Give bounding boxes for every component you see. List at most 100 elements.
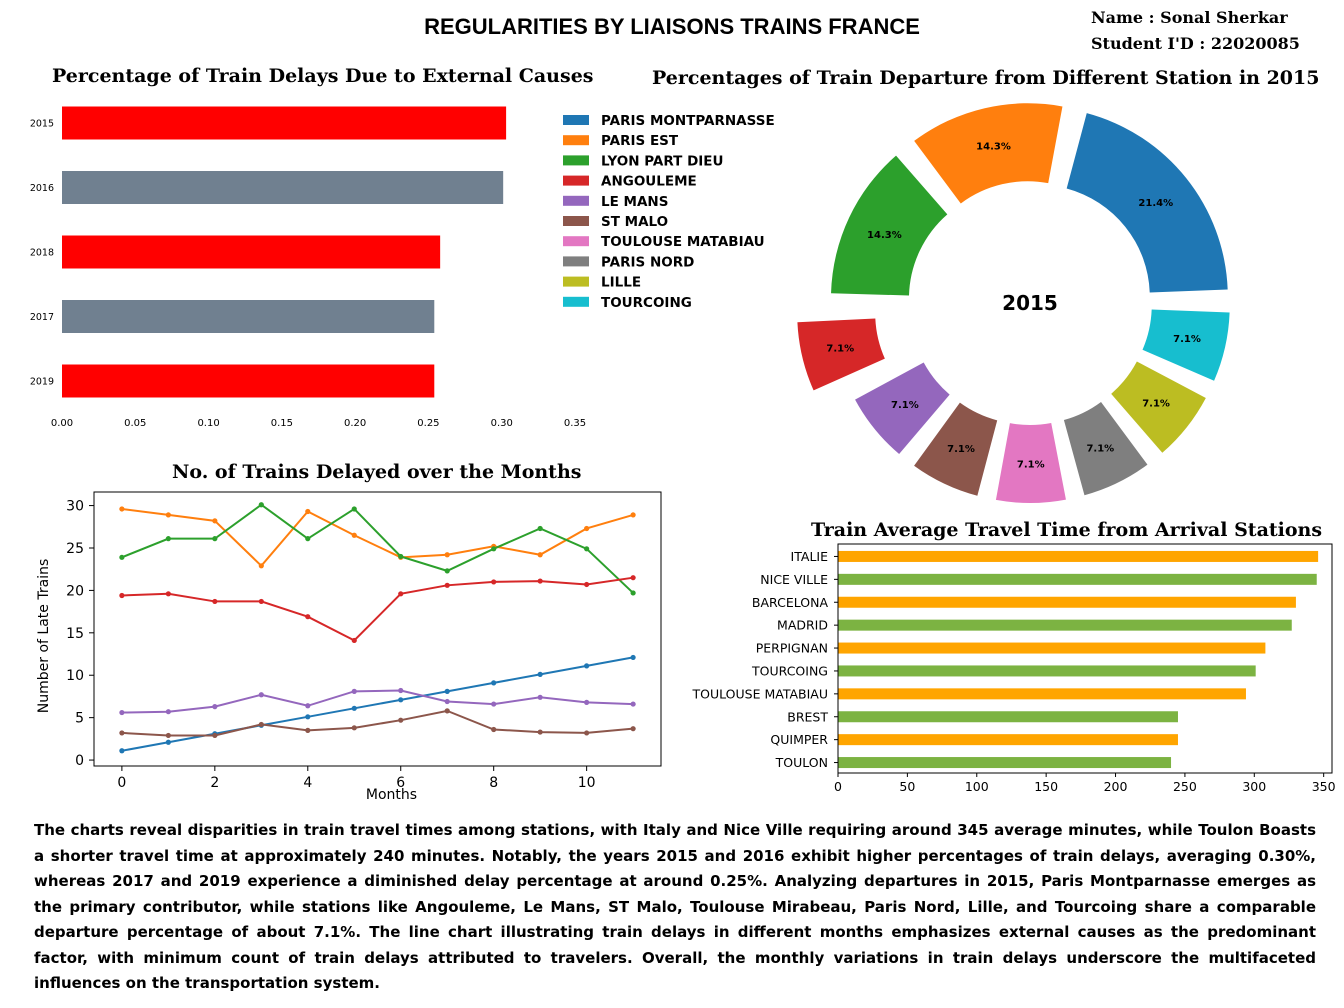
line-point-5-11 bbox=[630, 726, 636, 732]
donut-slice-paris-montparnasse bbox=[1066, 113, 1228, 293]
donut-value-label-le-mans: 7.1% bbox=[891, 400, 919, 411]
travel-x-tick-300: 300 bbox=[1242, 779, 1266, 794]
travel-category-label-perpignan: PERPIGNAN bbox=[756, 641, 828, 656]
travel-bar-madrid bbox=[838, 619, 1292, 631]
departures-donut-chart: 21.4% 14.3% 14.3% 7.1% 7.1% 7.1% 7.1% 7.1% 7.1% 7… bbox=[797, 103, 1230, 503]
line-series-2 bbox=[121, 503, 634, 594]
line-point-2-8 bbox=[491, 546, 497, 552]
line-plot-frame bbox=[93, 491, 662, 767]
monthly-line-chart: 0 2 4 6 8 10 0 5 10 15 20 25 30 Months Number of Late … bbox=[36, 491, 662, 803]
travel-x-tick-50: 50 bbox=[899, 779, 915, 794]
line-point-5-4 bbox=[305, 727, 311, 733]
legend-label-angouleme: ANGOULEME bbox=[601, 174, 697, 190]
departures-legend: PARIS MONTPARNASSE PARIS EST LYON PART DIE… bbox=[563, 113, 775, 311]
line-point-5-9 bbox=[537, 729, 543, 735]
student-id: Student I'D : 22020085 bbox=[1091, 34, 1300, 53]
donut-slice-lille bbox=[1111, 361, 1206, 453]
donut-slice-tourcoing bbox=[1142, 309, 1230, 381]
line-x-axis-label: Months bbox=[366, 787, 417, 803]
legend-label-toulouse-matabiau: TOULOUSE MATABIAU bbox=[601, 234, 765, 250]
line-point-3-7 bbox=[444, 582, 450, 588]
line-point-2-1 bbox=[165, 536, 171, 542]
line-point-5-1 bbox=[165, 732, 171, 739]
donut-value-label-paris-nord: 7.1% bbox=[1086, 443, 1114, 454]
legend-swatch-st-malo bbox=[563, 216, 589, 226]
donut-slice-paris-est bbox=[914, 103, 1063, 204]
line-point-5-5 bbox=[351, 725, 357, 731]
delay-x-tick-3: 0.15 bbox=[271, 418, 293, 429]
donut-slice-lyon-part-dieu bbox=[831, 155, 948, 296]
line-point-2-11 bbox=[630, 590, 636, 596]
line-x-tick-2: 2 bbox=[210, 775, 219, 791]
line-point-4-6 bbox=[398, 687, 404, 694]
travel-category-label-madrid: MADRID bbox=[777, 618, 828, 633]
legend-label-lyon-part-dieu: LYON PART DIEU bbox=[601, 153, 723, 169]
legend-swatch-paris-nord bbox=[563, 256, 589, 267]
line-point-3-2 bbox=[212, 598, 218, 605]
line-point-4-4 bbox=[305, 703, 311, 709]
line-point-0-0 bbox=[119, 748, 125, 754]
donut-value-label-st-malo: 7.1% bbox=[947, 444, 975, 455]
line-point-2-4 bbox=[305, 536, 311, 542]
line-point-0-9 bbox=[537, 671, 543, 677]
line-y-axis-label: Number of Late Trains bbox=[36, 559, 52, 713]
line-point-0-4 bbox=[305, 714, 311, 720]
legend-swatch-le-mans bbox=[563, 195, 589, 206]
donut-slice-angouleme bbox=[797, 318, 885, 391]
author-name: Name : Sonal Sherkar bbox=[1091, 8, 1288, 27]
line-series-3 bbox=[121, 576, 634, 642]
travel-category-label-quimper: QUIMPER bbox=[770, 732, 828, 747]
donut-slice-paris-nord bbox=[1063, 401, 1148, 496]
line-point-3-1 bbox=[165, 591, 171, 597]
delay-x-tick-4: 0.20 bbox=[344, 418, 366, 429]
delay-bar-2018 bbox=[62, 235, 441, 269]
donut-center-label: 2015 bbox=[1002, 291, 1058, 315]
line-x-tick-6: 6 bbox=[396, 775, 405, 791]
line-y-tick-30: 30 bbox=[66, 499, 84, 515]
line-point-5-10 bbox=[584, 730, 590, 736]
donut-slice-st-malo bbox=[914, 402, 998, 496]
travel-category-label-toulouse-matabiau: TOULOUSE MATABIAU bbox=[692, 686, 828, 701]
line-series-0 bbox=[121, 656, 634, 752]
line-y-tick-20: 20 bbox=[66, 583, 84, 599]
travel-bar-tourcoing bbox=[838, 665, 1256, 677]
line-point-1-4 bbox=[305, 508, 311, 515]
line-point-4-7 bbox=[444, 698, 450, 705]
line-point-1-11 bbox=[630, 512, 636, 518]
delay-category-label-2016: 2016 bbox=[30, 183, 54, 194]
travel-category-label-brest: BREST bbox=[787, 709, 828, 724]
travel-bar-quimper bbox=[838, 734, 1178, 746]
delay-category-label-2018: 2018 bbox=[30, 248, 54, 259]
legend-swatch-toulouse-matabiau bbox=[563, 236, 589, 247]
legend-swatch-lyon-part-dieu bbox=[563, 155, 589, 166]
delays-chart-title: Percentage of Train Delays Due to Extern… bbox=[52, 65, 594, 87]
travel-category-label-barcelona: BARCELONA bbox=[752, 595, 829, 610]
line-point-4-3 bbox=[258, 692, 264, 698]
monthly-chart-title: No. of Trains Delayed over the Months bbox=[172, 461, 582, 483]
line-point-1-3 bbox=[258, 563, 264, 569]
line-point-0-10 bbox=[584, 663, 590, 669]
delay-category-label-2017: 2017 bbox=[30, 312, 54, 323]
line-point-2-9 bbox=[537, 525, 543, 532]
legend-label-paris-est: PARIS EST bbox=[601, 133, 679, 149]
travel-plot-frame bbox=[837, 543, 1333, 774]
donut-value-label-angouleme: 7.1% bbox=[826, 344, 854, 355]
donut-value-label-paris-montparnasse: 21.4% bbox=[1138, 198, 1173, 209]
line-point-1-2 bbox=[212, 518, 218, 524]
legend-label-paris-nord: PARIS NORD bbox=[601, 254, 694, 270]
travel-category-label-italie: ITALIE bbox=[791, 549, 829, 564]
line-series-4 bbox=[121, 689, 634, 714]
line-point-3-11 bbox=[630, 575, 636, 581]
line-point-2-3 bbox=[258, 502, 264, 508]
delay-bar-2019 bbox=[62, 364, 435, 398]
line-point-3-0 bbox=[119, 592, 125, 599]
legend-swatch-paris-est bbox=[563, 135, 589, 146]
line-y-tick-25: 25 bbox=[66, 541, 84, 557]
donut-value-label-lyon-part-dieu: 14.3% bbox=[867, 230, 902, 241]
delay-category-label-2015: 2015 bbox=[30, 119, 54, 130]
line-point-0-11 bbox=[630, 654, 636, 661]
line-point-4-11 bbox=[630, 701, 636, 707]
line-y-tick-15: 15 bbox=[66, 626, 84, 642]
donut-value-label-toulouse-matabiau: 7.1% bbox=[1017, 459, 1045, 470]
line-point-2-7 bbox=[444, 568, 450, 574]
